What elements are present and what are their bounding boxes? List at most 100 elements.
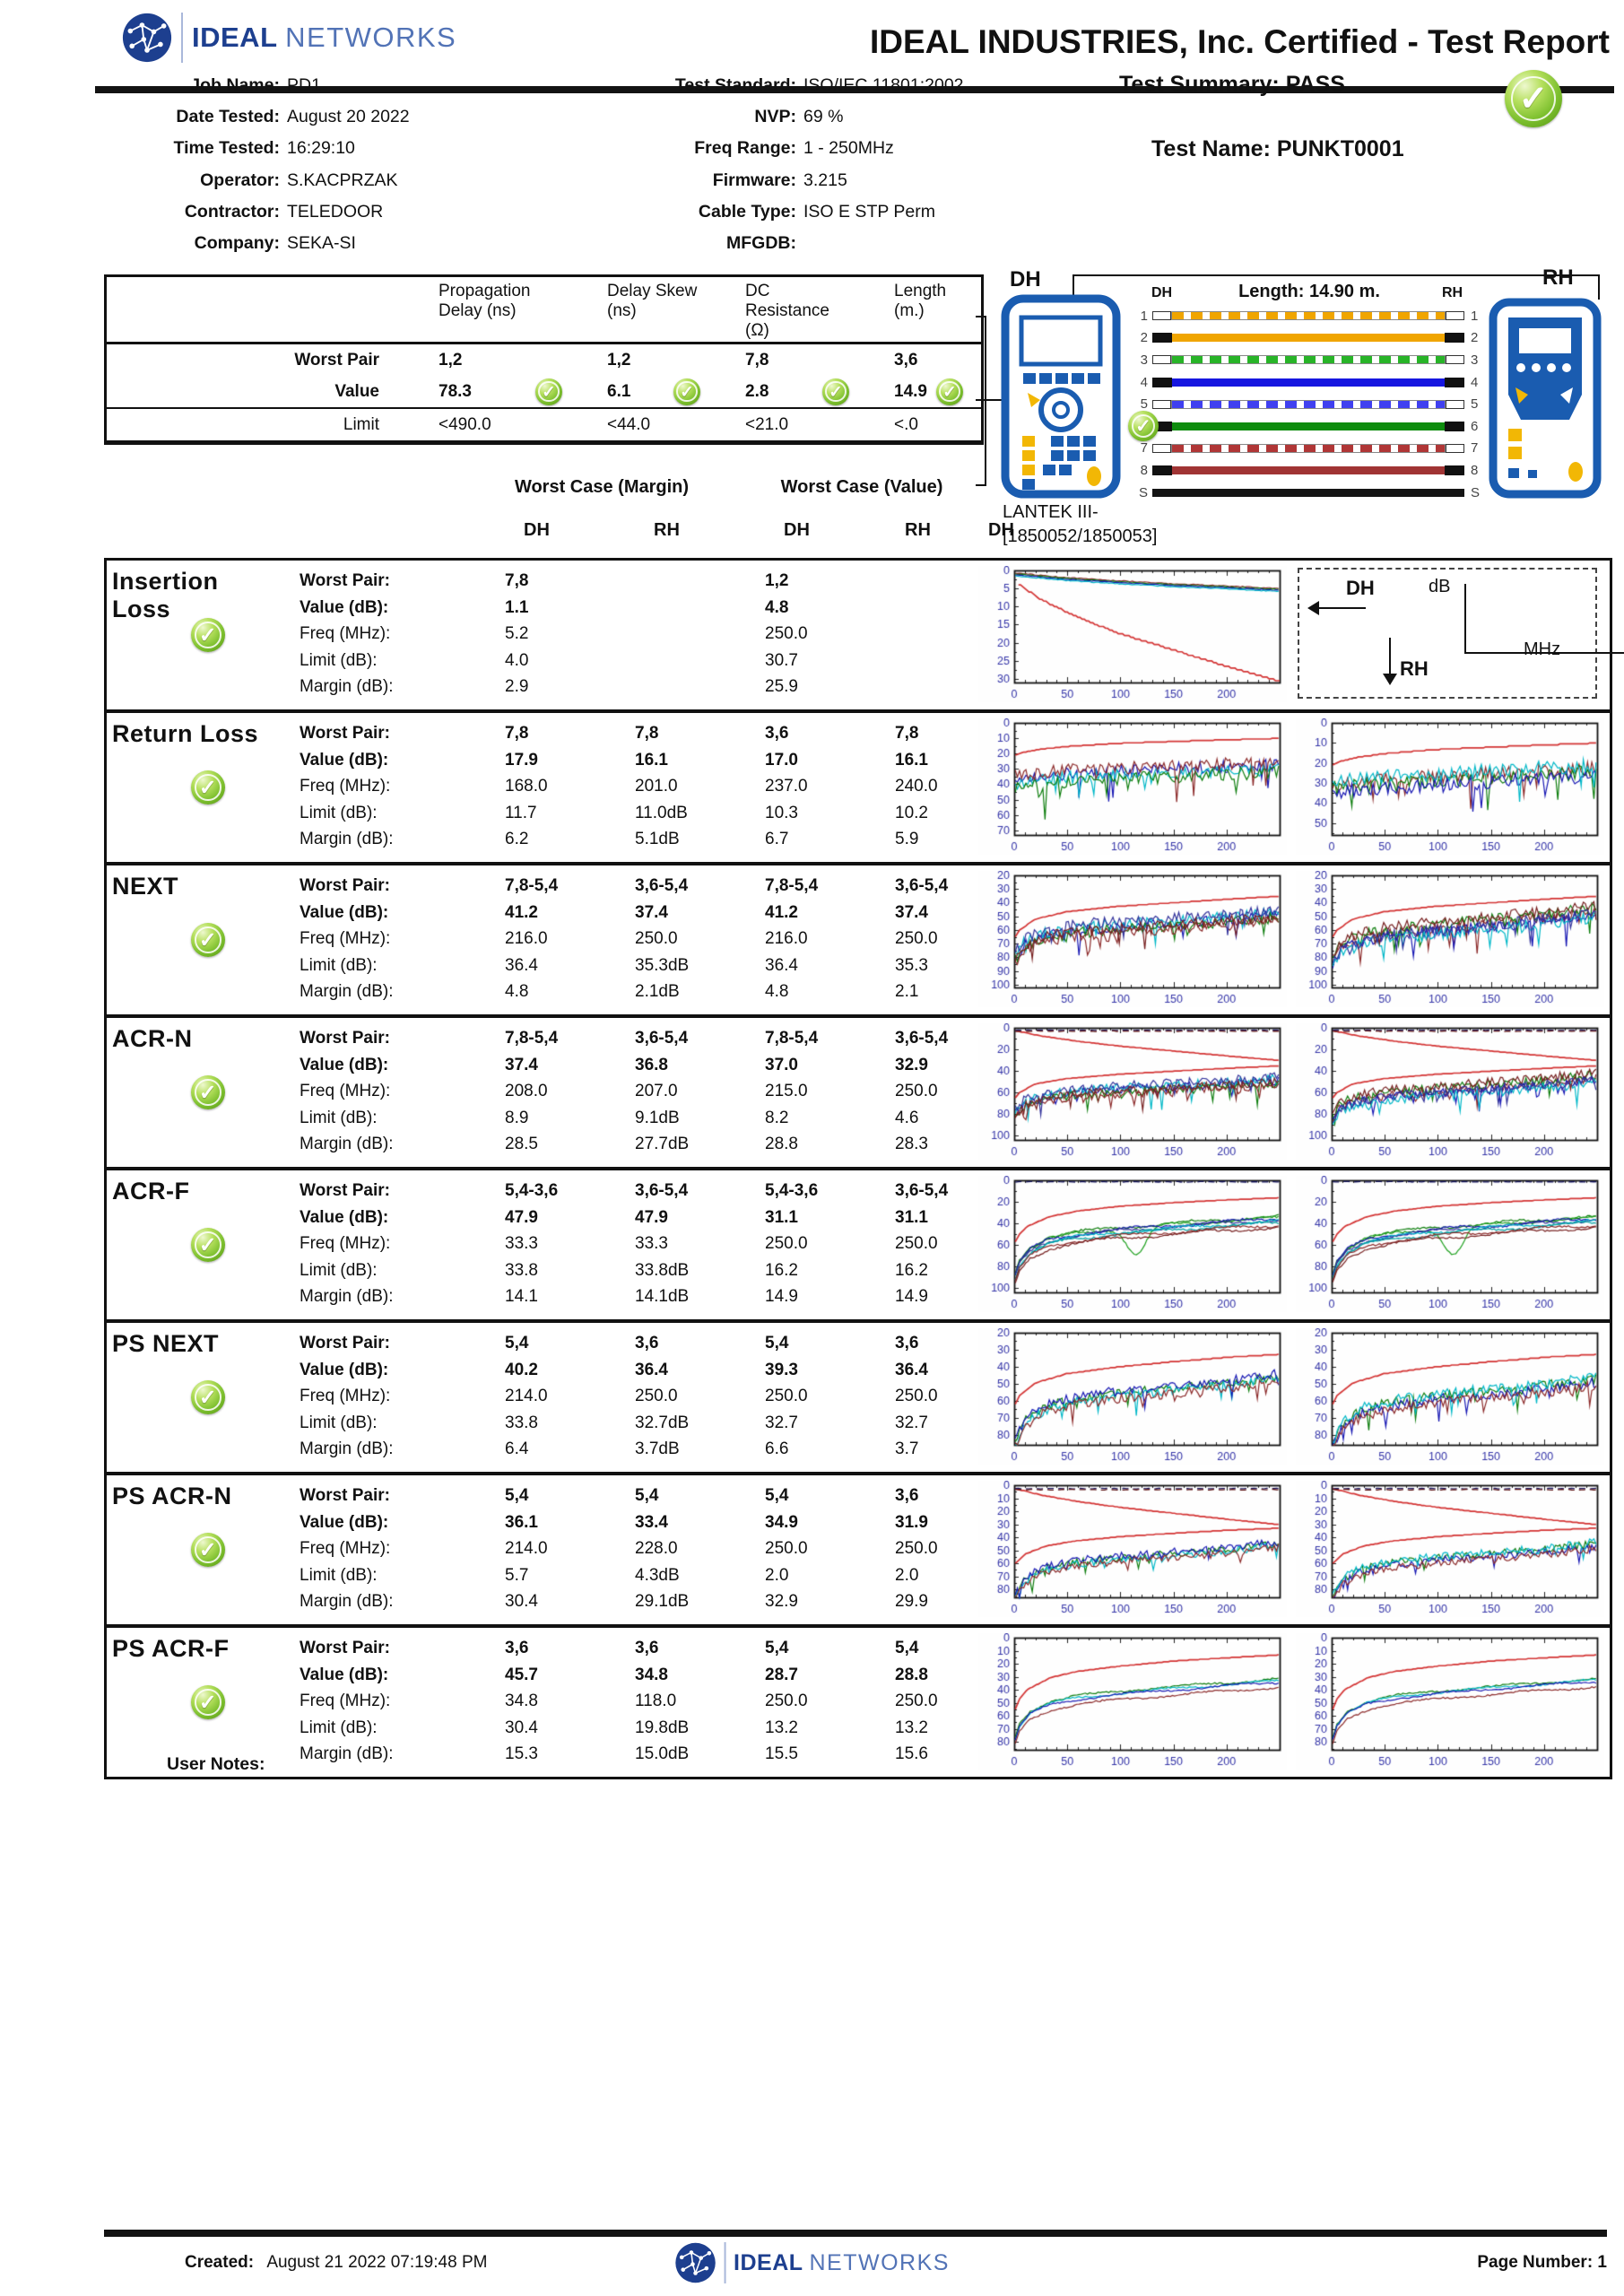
result-value: 3,6 <box>765 724 789 743</box>
value-column-margin-dh: 7,8 1.1 5.2 4.0 2.9 <box>474 561 604 709</box>
field-label: Operator: <box>200 170 280 190</box>
summary-header-row: Propagation Delay (ns) Delay Skew (ns) DC … <box>107 277 981 344</box>
pin-label-rh: 3 <box>1471 352 1479 368</box>
wiremap-length-label: Length: 14.90 m. <box>1238 282 1380 301</box>
value-column-value-dh: 3,6 17.0 237.0 10.3 6.7 <box>734 713 864 862</box>
wire-connector <box>1152 311 1171 321</box>
connector-line <box>1598 274 1600 300</box>
chart-ps-acr-n-rh <box>1296 1481 1604 1617</box>
result-value: 31.1 <box>895 1207 928 1227</box>
result-value: 228.0 <box>635 1539 678 1558</box>
created-label: Created: <box>185 2253 255 2272</box>
wire-5 <box>1171 399 1446 409</box>
legend-mhz-label: MHz <box>1524 639 1561 659</box>
summary-table: Propagation Delay (ns) Delay Skew (ns) DC … <box>104 274 984 445</box>
summary-value: 1,2 <box>607 350 631 370</box>
result-value: 33.4 <box>635 1512 668 1532</box>
row-labels-column: Worst Pair: Value (dB): Freq (MHz): Limit (… <box>282 1323 474 1472</box>
row-label: Worst Pair: <box>300 571 391 590</box>
bracket-line <box>985 316 986 486</box>
section-name: Insertion Loss <box>107 561 282 709</box>
row-label: Limit (dB): <box>300 1565 378 1585</box>
row-label: Value (dB): <box>300 1360 389 1379</box>
pin-label-rh: 8 <box>1471 462 1479 478</box>
result-value: 35.3dB <box>635 955 690 975</box>
summary-row-label: Worst Pair <box>294 350 379 370</box>
summary-column-header: Propagation Delay (ns) <box>439 282 531 320</box>
section-ps-acr-n: PS ACR-N Worst Pair: Value (dB): Freq (MHz)… <box>107 1472 1610 1624</box>
wire-connector <box>1446 443 1464 453</box>
summary-value-cell: 2.8 <box>711 376 860 407</box>
value-column-margin-rh: 3,6-5,4 36.8 207.0 9.1dB 27.7dB <box>604 1018 734 1167</box>
result-value: 14.1 <box>505 1287 538 1306</box>
value-column-margin-dh: 5,4 40.2 214.0 33.8 6.4 <box>474 1323 604 1472</box>
section-name: Return Loss <box>107 713 282 862</box>
pass-check-icon <box>535 378 562 405</box>
row-label: Freq (MHz): <box>300 1539 391 1558</box>
rh-tester-icon <box>1489 298 1602 503</box>
summary-value: 7,8 <box>745 350 769 370</box>
value-column-value-rh: 3,6 36.4 250.0 32.7 3.7 <box>864 1323 977 1472</box>
brand-text: IDEAL NETWORKS <box>192 22 456 54</box>
result-value: 250.0 <box>895 1082 938 1100</box>
ideal-networks-logo: IDEAL NETWORKS <box>122 13 456 63</box>
db-axis-line <box>1464 584 1466 652</box>
result-value: 250.0 <box>765 1234 808 1253</box>
result-value: 9.1dB <box>635 1108 680 1127</box>
result-value: 19.8dB <box>635 1718 690 1737</box>
result-value: 17.0 <box>765 750 798 770</box>
summary-value: <21.0 <box>745 414 789 434</box>
chart-cell-dh <box>977 1323 1290 1472</box>
chart-cell-rh <box>1290 713 1607 862</box>
chart-ps-acr-f-dh <box>978 1633 1287 1770</box>
row-labels-column: Worst Pair: Value (dB): Freq (MHz): Limit (… <box>282 713 474 862</box>
row-label: Limit (dB): <box>300 1108 378 1127</box>
section-name: PS ACR-N <box>107 1475 282 1624</box>
result-value <box>604 677 734 704</box>
result-value: 3,6 <box>635 1334 659 1352</box>
wire-7 <box>1171 443 1446 453</box>
legend-rh-label: RH <box>1400 657 1429 680</box>
row-label: Margin (dB): <box>300 1592 394 1611</box>
wire-connector <box>1445 333 1464 344</box>
section-title: ACR-F <box>112 1178 190 1205</box>
value-column-margin-rh: 7,8 16.1 201.0 11.0dB 5.1dB <box>604 713 734 862</box>
summary-value: 78.3 <box>439 381 472 401</box>
result-value: 216.0 <box>765 929 808 948</box>
pin-label-dh: 4 <box>1140 374 1148 390</box>
row-label: Freq (MHz): <box>300 1234 391 1253</box>
row-labels-column: Worst Pair: Value (dB): Freq (MHz): Limit (… <box>282 1018 474 1167</box>
result-value: 16.2 <box>895 1260 928 1280</box>
field-label: Date Tested: <box>176 107 280 127</box>
section-title: PS ACR-F <box>112 1635 230 1662</box>
value-column-margin-rh: 3,6-5,4 37.4 250.0 35.3dB 2.1dB <box>604 865 734 1014</box>
field-value: ISO E STP Perm <box>803 201 936 222</box>
section-name: NEXT <box>107 865 282 1014</box>
result-value: 1,2 <box>765 571 789 590</box>
value-column-value-dh: 7,8-5,4 37.0 215.0 8.2 28.8 <box>734 1018 864 1167</box>
result-value: 17.9 <box>505 750 538 770</box>
result-value: 13.2 <box>895 1718 928 1737</box>
chart-dh-header: DH <box>988 520 1014 540</box>
result-value <box>864 677 977 704</box>
pin-label-rh: 4 <box>1471 374 1479 390</box>
wire-connector <box>1446 399 1464 409</box>
summary-value: <490.0 <box>439 414 491 434</box>
result-value: 2.0 <box>765 1565 789 1585</box>
wire-connector <box>1445 465 1464 475</box>
result-value: 32.9 <box>765 1592 798 1611</box>
field-value: S.KACPRZAK <box>287 170 398 190</box>
result-value: 7,8 <box>505 724 529 743</box>
result-value <box>604 571 734 598</box>
result-value: 7,8 <box>505 571 529 590</box>
wiremap-wires: 1122334455667788SS <box>1132 305 1487 503</box>
result-value: 2.0 <box>895 1565 919 1585</box>
result-value: 8.9 <box>505 1108 529 1127</box>
value-column-margin-dh: 7,8-5,4 37.4 208.0 8.9 28.5 <box>474 1018 604 1167</box>
test-name-label: Test Name: <box>1151 136 1271 161</box>
result-value: 15.6 <box>895 1744 928 1763</box>
col-rh-header: RH <box>905 520 931 540</box>
wire-connector <box>1445 377 1464 387</box>
user-notes-label: User Notes: <box>167 1754 265 1774</box>
